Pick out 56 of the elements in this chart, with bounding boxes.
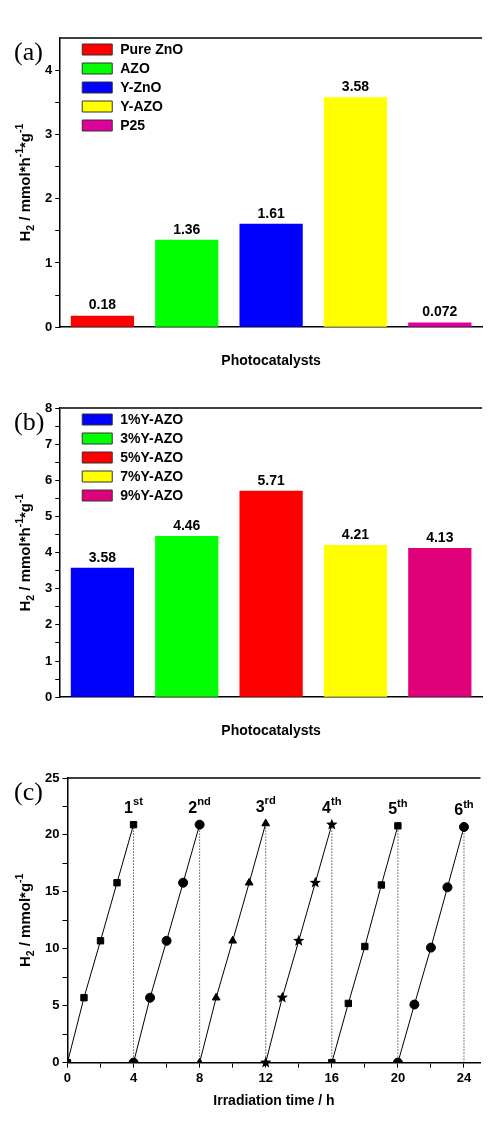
x-tick-label: 8: [196, 1069, 204, 1085]
y-tick-label: 20: [44, 826, 60, 842]
y-tick-label: 15: [44, 883, 60, 899]
y-tick-label: 4: [45, 544, 53, 560]
legend-label: 1%Y-AZO: [120, 410, 184, 427]
y-tick-label: 1: [45, 652, 53, 668]
legend-label: P25: [120, 116, 146, 133]
y-tick-label: 25: [44, 769, 60, 785]
legend-label: 7%Y-AZO: [120, 467, 184, 484]
y-tick-label: 8: [45, 399, 53, 415]
x-tick-label: 12: [258, 1069, 273, 1085]
data-label: 1.61: [257, 204, 285, 221]
data-label: 4.13: [426, 528, 454, 545]
legend-label: Pure ZnO: [120, 40, 184, 57]
data-label: 0.18: [88, 296, 117, 313]
y-tick-label: 0: [52, 1054, 60, 1070]
data-label: 3.58: [88, 548, 117, 565]
x-axis-title: Irradiation time / h: [213, 1092, 335, 1109]
legend-label: AZO: [120, 59, 150, 76]
data-label: 3.58: [341, 77, 370, 94]
legend-label: 3%Y-AZO: [120, 429, 184, 446]
x-tick-label: 24: [456, 1069, 472, 1085]
x-axis-title: Photocatalysts: [221, 352, 322, 369]
y-tick-label: 1: [45, 254, 53, 270]
data-label: 4.46: [173, 516, 201, 533]
x-axis-title: Photocatalysts: [221, 722, 322, 739]
data-label: 0.072: [422, 303, 458, 320]
y-tick-label: 2: [45, 190, 53, 206]
data-label: 1.36: [173, 220, 201, 237]
x-tick-label: 4: [129, 1069, 138, 1085]
y-tick-label: 2: [45, 616, 53, 632]
x-tick-label: 16: [324, 1069, 340, 1085]
legend-label: Y-ZnO: [120, 78, 162, 95]
y-tick-label: 0: [45, 318, 53, 334]
legend-label: 5%Y-AZO: [120, 448, 184, 465]
chart-title: (c): [14, 776, 43, 806]
y-axis-title: H2 / mmol*g-1: [13, 873, 36, 968]
legend-label: Y-AZO: [120, 97, 164, 114]
y-axis-title: H2 / mmol*h-1*g-1: [13, 493, 36, 612]
y-tick-label: 0: [45, 688, 53, 704]
y-tick-label: 3: [45, 125, 53, 141]
y-tick-label: 4: [45, 61, 53, 77]
y-tick-label: 10: [44, 940, 60, 956]
data-label: 4.21: [341, 525, 370, 542]
x-tick-label: 0: [63, 1069, 72, 1085]
y-tick-label: 5: [52, 997, 60, 1013]
y-tick-label: 5: [45, 508, 53, 524]
chart-title: (b): [14, 406, 45, 436]
chart-title: (a): [14, 36, 43, 66]
data-label: 5.71: [257, 471, 285, 488]
y-tick-label: 3: [45, 580, 53, 596]
legend-label: 9%Y-AZO: [120, 486, 184, 503]
y-axis-title: H2 / mmol*h-1*g-1: [13, 123, 36, 242]
x-tick-label: 20: [390, 1069, 406, 1085]
y-tick-label: 6: [45, 471, 53, 487]
y-tick-label: 7: [45, 435, 53, 451]
